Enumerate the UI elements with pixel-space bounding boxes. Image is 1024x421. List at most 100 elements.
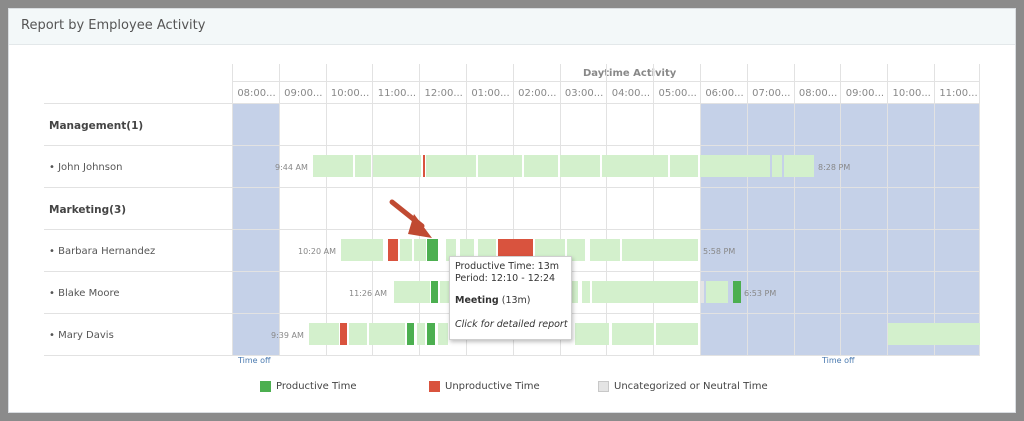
time-off-right: Time off [822, 356, 855, 365]
activity-segment[interactable] [888, 323, 980, 345]
grid-vline [419, 64, 421, 355]
activity-segment[interactable] [670, 155, 698, 177]
grid-hline [44, 187, 980, 188]
hour-label: 06:00... [705, 88, 744, 99]
activity-segment[interactable] [535, 239, 565, 261]
activity-segment[interactable] [478, 155, 522, 177]
hour-label: 12:00... [424, 88, 463, 99]
activity-segment[interactable] [400, 239, 412, 261]
hour-label: 09:00... [845, 88, 885, 99]
grid-vline [606, 64, 608, 355]
end-time-label: 5:58 PM [703, 247, 736, 256]
grid-vline [559, 64, 561, 355]
tooltip-detail-link[interactable]: Click for detailed report [455, 319, 568, 330]
productive-segment[interactable] [431, 281, 438, 303]
activity-segment[interactable] [426, 155, 476, 177]
hour-label: 07:00... [752, 88, 791, 99]
hour-label: 11:00... [939, 88, 978, 99]
activity-segment[interactable] [612, 323, 654, 345]
grid-vline [466, 64, 467, 355]
activity-segment[interactable] [341, 239, 383, 261]
hour-label: 01:00... [471, 88, 510, 99]
activity-segment[interactable] [313, 155, 353, 177]
hour-label: 04:00... [611, 88, 651, 99]
end-time-label: 8:28 PM [818, 163, 851, 172]
group-label: Marketing(3) [49, 204, 127, 216]
activity-segment[interactable] [706, 281, 728, 303]
activity-segment[interactable] [560, 155, 600, 177]
daytime-activity-heading: Daytime Activity [583, 68, 677, 79]
legend-label: Unproductive Time [445, 381, 540, 392]
grid-vline [840, 64, 842, 355]
grid-vline [793, 64, 795, 355]
start-time-label: 9:44 AM [275, 163, 308, 172]
grid-vline [512, 64, 514, 355]
activity-segment[interactable] [394, 281, 430, 303]
hour-label: 10:00... [892, 88, 931, 99]
employee-name[interactable]: • Mary Davis [49, 330, 114, 341]
employee-name[interactable]: • Barbara Hernandez [49, 246, 156, 257]
grid-vline [325, 64, 327, 355]
hour-label: 08:00... [237, 88, 276, 99]
grid-vline [372, 64, 374, 355]
activity-segment[interactable] [772, 155, 782, 177]
activity-segment[interactable] [602, 155, 668, 177]
hour-label: 10:00... [330, 88, 370, 99]
productive-segment[interactable] [407, 323, 414, 345]
activity-segment[interactable] [582, 281, 590, 303]
activity-segment[interactable] [590, 239, 620, 261]
grid-hline [44, 229, 980, 230]
pointer-arrow-icon [389, 199, 432, 238]
activity-segment[interactable] [524, 155, 558, 177]
activity-segment[interactable] [349, 323, 367, 345]
unproductive-segment[interactable] [340, 323, 347, 345]
legend-label: Uncategorized or Neutral Time [614, 381, 768, 392]
productive-segment[interactable] [427, 239, 438, 261]
neutral-segment[interactable] [700, 281, 704, 303]
hour-label: 02:00... [518, 88, 557, 99]
activity-segment[interactable] [460, 239, 474, 261]
activity-segment[interactable] [575, 323, 609, 345]
unproductive-segment[interactable] [498, 239, 533, 261]
activity-tooltip[interactable]: Productive Time: 13m Period: 12:10 - 12:2… [449, 256, 572, 340]
grid-vline [653, 64, 655, 355]
unproductive-segment[interactable] [423, 155, 425, 177]
activity-segment[interactable] [446, 239, 456, 261]
legend-label: Productive Time [276, 381, 357, 392]
activity-segment[interactable] [438, 323, 448, 345]
time-off-left: Time off [238, 356, 271, 365]
end-time-label: 6:53 PM [744, 289, 777, 298]
hour-label: 03:00... [564, 88, 604, 99]
activity-segment[interactable] [309, 323, 339, 345]
panel-title: Report by Employee Activity [21, 18, 206, 33]
grid-vline [979, 64, 980, 355]
activity-segment[interactable] [478, 239, 496, 261]
start-time-label: 11:26 AM [349, 289, 387, 298]
tooltip-productive-time: Productive Time: 13m [455, 261, 560, 272]
employee-name[interactable]: • Blake Moore [49, 288, 120, 299]
activity-segment[interactable] [373, 155, 421, 177]
activity-segment[interactable] [592, 281, 698, 303]
grid-vline [887, 64, 889, 355]
employee-name[interactable]: • John Johnson [49, 162, 123, 173]
activity-segment[interactable] [355, 155, 371, 177]
productive-segment[interactable] [427, 323, 435, 345]
activity-segment[interactable] [622, 239, 698, 261]
activity-segment[interactable] [414, 239, 426, 261]
grid-hline [44, 145, 980, 146]
activity-segment[interactable] [700, 155, 770, 177]
activity-segment[interactable] [656, 323, 698, 345]
activity-segment[interactable] [369, 323, 405, 345]
start-time-label: 10:20 AM [298, 247, 336, 256]
activity-segment[interactable] [784, 155, 814, 177]
unproductive-segment[interactable] [388, 239, 398, 261]
tooltip-period: Period: 12:10 - 12:24 [455, 273, 556, 284]
hour-label: 08:00... [798, 88, 838, 99]
tooltip-activity: Meeting (13m) [455, 295, 531, 306]
productive-segment[interactable] [733, 281, 741, 303]
activity-segment[interactable] [417, 323, 425, 345]
start-time-label: 9:39 AM [271, 331, 304, 340]
activity-segment[interactable] [567, 239, 585, 261]
legend-swatch [260, 381, 271, 392]
hour-label: 05:00... [658, 88, 697, 99]
